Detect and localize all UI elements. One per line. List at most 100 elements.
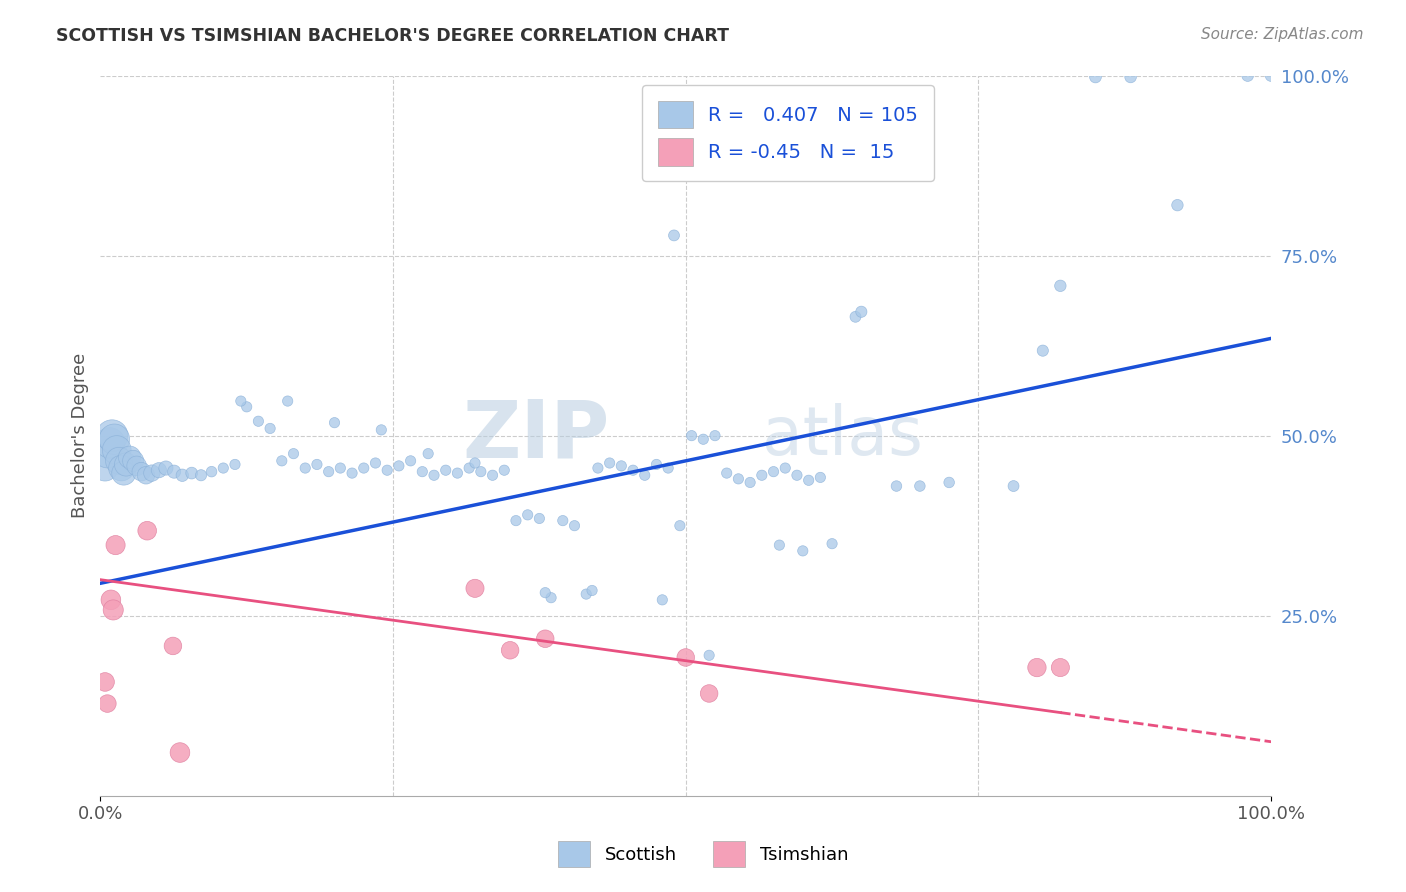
Point xyxy=(908,479,931,493)
Point xyxy=(434,463,457,477)
Legend: Scottish, Tsimshian: Scottish, Tsimshian xyxy=(551,834,855,874)
Point xyxy=(180,466,202,480)
Point xyxy=(370,423,392,437)
Point xyxy=(564,518,586,533)
Point xyxy=(247,414,270,428)
Point xyxy=(751,468,773,483)
Point xyxy=(94,675,117,690)
Point xyxy=(740,475,762,490)
Point xyxy=(634,468,657,483)
Legend: R =   0.407   N = 105, R = -0.45   N =  15: R = 0.407 N = 105, R = -0.45 N = 15 xyxy=(643,86,934,181)
Point xyxy=(792,544,814,558)
Point xyxy=(212,461,235,475)
Point xyxy=(388,458,411,473)
Point xyxy=(534,632,557,646)
Point xyxy=(329,461,352,475)
Point xyxy=(118,450,141,465)
Point xyxy=(305,458,328,472)
Point xyxy=(200,465,222,479)
Point xyxy=(786,468,808,483)
Y-axis label: Bachelor's Degree: Bachelor's Degree xyxy=(72,353,89,518)
Point xyxy=(851,305,873,319)
Point xyxy=(586,461,609,475)
Point xyxy=(581,583,603,598)
Point xyxy=(651,592,673,607)
Text: atlas: atlas xyxy=(762,402,922,468)
Point xyxy=(481,468,503,483)
Text: ZIP: ZIP xyxy=(463,397,610,475)
Point xyxy=(697,686,720,700)
Point xyxy=(662,228,685,243)
Point xyxy=(540,591,562,605)
Point xyxy=(148,463,170,477)
Point xyxy=(155,461,177,475)
Point xyxy=(499,643,522,657)
Point xyxy=(294,461,316,475)
Point xyxy=(283,447,305,461)
Point xyxy=(844,310,866,324)
Point xyxy=(1049,278,1071,293)
Point xyxy=(224,458,246,472)
Point xyxy=(172,468,194,483)
Point xyxy=(464,582,486,596)
Point xyxy=(1026,660,1049,674)
Point xyxy=(727,472,749,486)
Point xyxy=(131,465,153,479)
Point xyxy=(100,592,122,607)
Text: Source: ZipAtlas.com: Source: ZipAtlas.com xyxy=(1201,27,1364,42)
Point xyxy=(235,400,257,414)
Point xyxy=(1166,198,1188,212)
Point xyxy=(96,447,118,461)
Point xyxy=(551,514,574,528)
Point xyxy=(697,648,720,663)
Point xyxy=(675,650,697,665)
Point xyxy=(704,428,727,442)
Point xyxy=(768,538,790,552)
Point xyxy=(610,458,633,473)
Point xyxy=(101,428,124,442)
Point xyxy=(1084,70,1107,84)
Point xyxy=(762,465,785,479)
Point xyxy=(534,585,557,599)
Point xyxy=(259,421,281,435)
Point xyxy=(104,538,127,552)
Point xyxy=(277,394,299,409)
Point xyxy=(98,435,121,450)
Point xyxy=(470,465,492,479)
Point xyxy=(115,458,138,472)
Point xyxy=(669,518,692,533)
Point xyxy=(353,461,375,475)
Point xyxy=(692,432,714,446)
Point xyxy=(821,537,844,551)
Point xyxy=(529,511,551,525)
Point xyxy=(681,428,703,442)
Point xyxy=(505,514,527,528)
Point xyxy=(1119,70,1142,84)
Point xyxy=(494,463,516,477)
Point xyxy=(886,479,908,493)
Point xyxy=(1002,479,1025,493)
Point xyxy=(773,461,796,475)
Point xyxy=(423,468,446,483)
Point xyxy=(797,473,820,487)
Point xyxy=(1260,69,1282,83)
Point xyxy=(1049,660,1071,674)
Point xyxy=(122,454,145,468)
Point xyxy=(110,461,132,475)
Point xyxy=(96,697,118,711)
Point xyxy=(136,524,159,538)
Point xyxy=(364,456,387,470)
Point xyxy=(190,468,212,483)
Point xyxy=(103,432,125,446)
Point xyxy=(516,508,538,522)
Point xyxy=(375,463,398,477)
Point xyxy=(1236,69,1258,83)
Point xyxy=(399,454,422,468)
Point xyxy=(125,458,148,473)
Point xyxy=(318,465,340,479)
Point xyxy=(657,461,679,475)
Point xyxy=(323,416,346,430)
Point xyxy=(141,466,163,480)
Point xyxy=(458,461,481,475)
Point xyxy=(108,454,131,468)
